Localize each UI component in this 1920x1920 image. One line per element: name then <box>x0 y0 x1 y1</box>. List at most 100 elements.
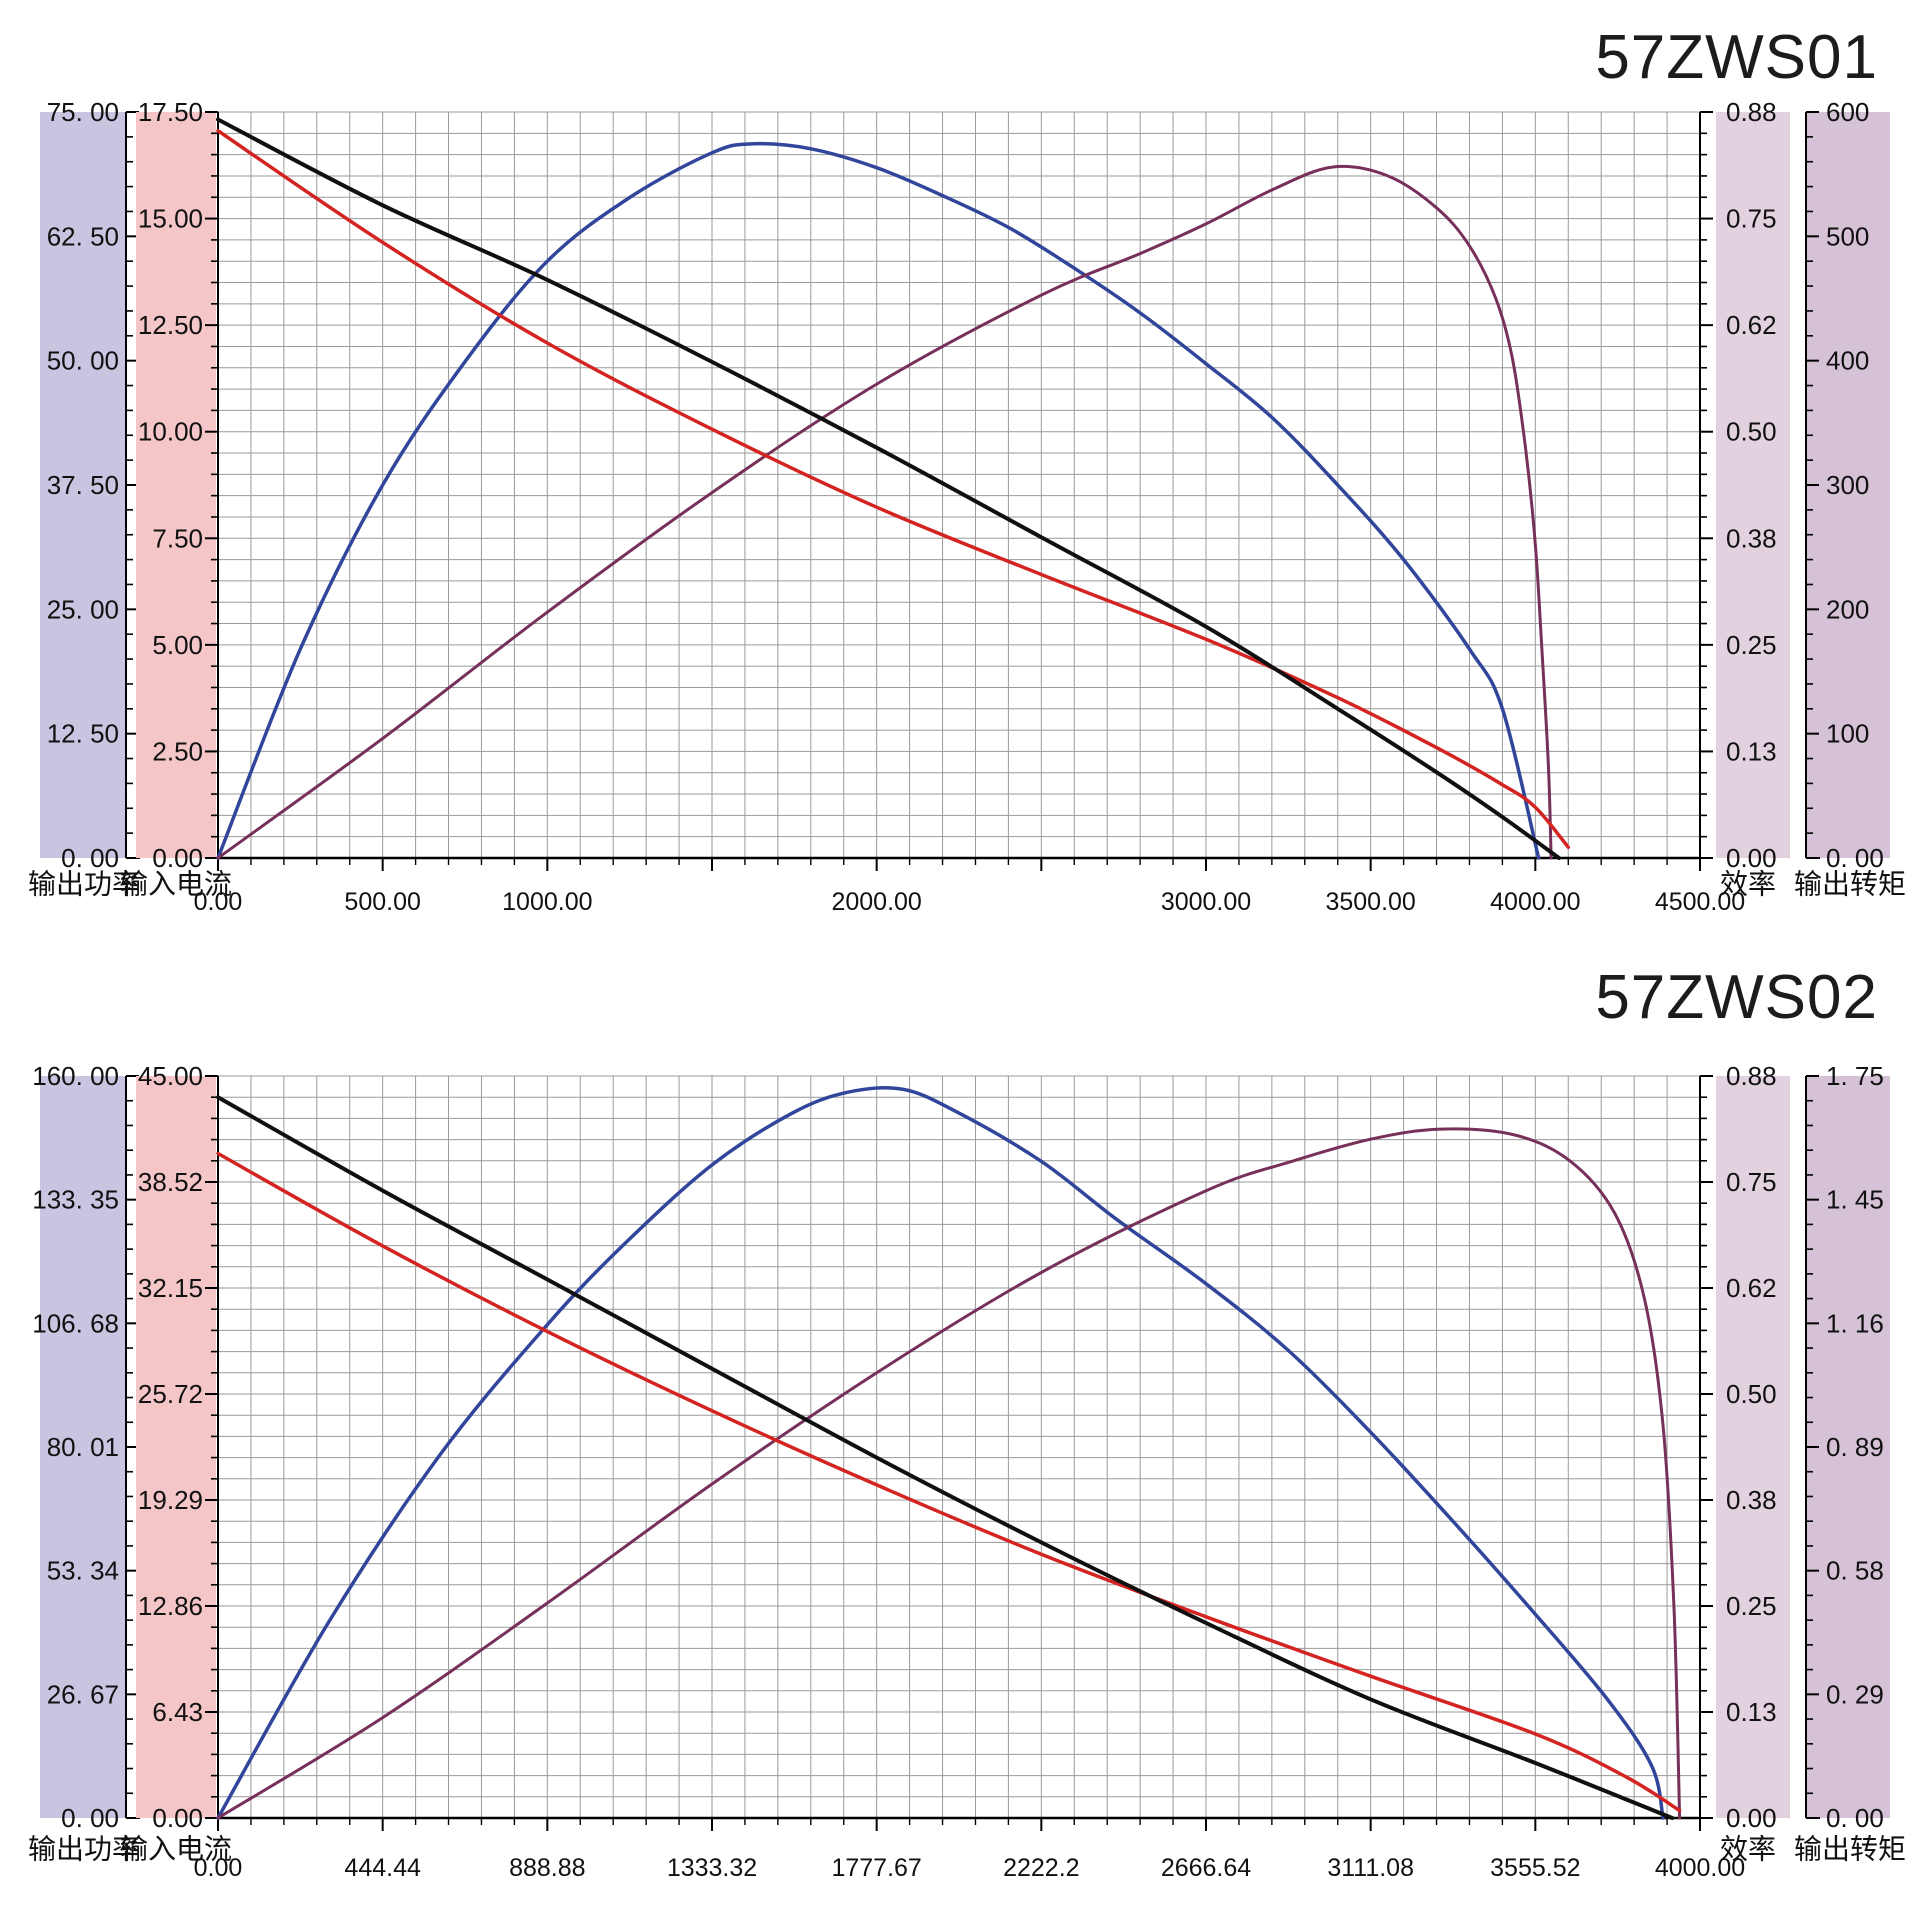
chart-57ZWS01: 75. 00 62. 50 50. 00 37. 50 25. 00 12. 50 0. 0… <box>28 97 1906 916</box>
left_outer-tick-label: 50. 00 <box>47 346 119 376</box>
left_outer-tick-label: 80. 01 <box>47 1432 119 1462</box>
left_inner-tick-label: 32.15 <box>138 1273 203 1303</box>
x-tick-label: 1000.00 <box>502 888 592 916</box>
left_inner-axis-title: 输入电流 <box>120 869 232 900</box>
right_outer-axis-title: 输出转矩 <box>1794 869 1906 900</box>
left_inner-tick-label: 38.52 <box>138 1167 203 1197</box>
curve-效率 <box>216 1127 1682 1820</box>
left_inner-tick-label: 19.29 <box>138 1485 203 1515</box>
right_inner-tick-label: 0.88 <box>1726 97 1777 127</box>
curve-输出功率 <box>216 141 1541 860</box>
x-tick-label: 2666.64 <box>1161 1854 1251 1882</box>
x-tick-label: 888.88 <box>509 1854 585 1882</box>
right_inner-tick-label: 0.62 <box>1726 310 1777 340</box>
left_outer-tick-label: 62. 50 <box>47 221 119 251</box>
curve-效率 <box>216 164 1553 860</box>
curve-输出转矩 <box>216 117 1561 860</box>
x-tick-label: 0.00 <box>194 888 243 916</box>
right_outer-tick-label: 0. 58 <box>1826 1556 1884 1586</box>
x-tick-label: 2222.2 <box>1003 1854 1079 1882</box>
left_inner-tick-label: 12.86 <box>138 1591 203 1621</box>
chart-57ZWS02: 160. 00 133. 35 106. 68 80. 01 53. 34 26. 67 0… <box>28 1061 1906 1882</box>
right_outer-tick-label: 400 <box>1826 346 1869 376</box>
left_outer-tick-label: 0. 00 <box>61 843 119 873</box>
right_inner-axis-strip <box>1716 112 1790 858</box>
right_inner-tick-label: 0.00 <box>1726 1803 1777 1833</box>
right_inner-tick-label: 0.75 <box>1726 1167 1777 1197</box>
right_outer-axis-title: 输出转矩 <box>1794 1834 1906 1865</box>
left_inner-axis-title: 输入电流 <box>120 1834 232 1865</box>
left_outer-tick-label: 106. 68 <box>32 1308 119 1338</box>
x-tick-label: 444.44 <box>344 1854 421 1882</box>
right_inner-tick-label: 0.25 <box>1726 630 1777 660</box>
left_outer-axis-title: 输出功率 <box>28 869 140 900</box>
left_outer-tick-label: 0. 00 <box>61 1803 119 1833</box>
right_outer-tick-label: 1. 75 <box>1826 1061 1884 1091</box>
left_outer-axis-strip <box>40 1076 126 1818</box>
x-tick-label: 0.00 <box>194 1854 243 1882</box>
curve-输出转矩 <box>216 1095 1675 1820</box>
right_inner-tick-label: 0.88 <box>1726 1061 1777 1091</box>
right_inner-tick-label: 0.75 <box>1726 204 1777 234</box>
right_inner-tick-label: 0.38 <box>1726 1485 1777 1515</box>
left_outer-tick-label: 160. 00 <box>32 1061 119 1091</box>
left_inner-axis-strip <box>136 112 216 858</box>
right_outer-tick-label: 500 <box>1826 221 1869 251</box>
right_outer-tick-label: 1. 16 <box>1826 1308 1884 1338</box>
right_inner-tick-label: 0.13 <box>1726 736 1777 766</box>
x-tick-label: 500.00 <box>344 888 420 916</box>
x-tick-label: 3555.52 <box>1490 1854 1580 1882</box>
left_inner-tick-label: 6.43 <box>152 1697 203 1727</box>
left_inner-tick-label: 15.00 <box>138 204 203 234</box>
left_outer-tick-label: 75. 00 <box>47 97 119 127</box>
x-tick-label: 2000.00 <box>831 888 921 916</box>
left_outer-tick-label: 133. 35 <box>32 1185 119 1215</box>
x-tick-label: 4000.00 <box>1655 1854 1745 1882</box>
right_outer-tick-label: 0. 89 <box>1826 1432 1884 1462</box>
left_inner-tick-label: 45.00 <box>138 1061 203 1091</box>
x-tick-label: 4000.00 <box>1490 888 1580 916</box>
x-tick-label: 1333.32 <box>667 1854 757 1882</box>
left_outer-tick-label: 25. 00 <box>47 594 119 624</box>
left_inner-tick-label: 17.50 <box>138 97 203 127</box>
right_inner-axis-title: 效率 <box>1720 869 1776 900</box>
grid <box>218 1075 1700 1818</box>
right_outer-tick-label: 200 <box>1826 594 1869 624</box>
left_outer-tick-label: 26. 67 <box>47 1679 119 1709</box>
left_outer-tick-label: 12. 50 <box>47 719 119 749</box>
left_inner-tick-label: 7.50 <box>152 523 203 553</box>
right_outer-tick-label: 300 <box>1826 470 1869 500</box>
chart2-title: 57ZWS02 <box>1595 963 1878 1032</box>
left_outer-axis-strip <box>40 112 126 858</box>
grid <box>218 111 1700 858</box>
left_inner-tick-label: 0.00 <box>152 843 203 873</box>
left_outer-tick-label: 53. 34 <box>47 1556 119 1586</box>
right_outer-tick-label: 0. 00 <box>1826 1803 1884 1833</box>
left_inner-tick-label: 2.50 <box>152 736 203 766</box>
right_outer-axis-strip <box>1806 1076 1890 1818</box>
right_inner-tick-label: 0.38 <box>1726 523 1777 553</box>
right_inner-tick-label: 0.00 <box>1726 843 1777 873</box>
x-tick-label: 3000.00 <box>1161 888 1251 916</box>
x-tick-label: 4500.00 <box>1655 888 1745 916</box>
right_outer-tick-label: 600 <box>1826 97 1869 127</box>
right_inner-tick-label: 0.50 <box>1726 1379 1777 1409</box>
right_inner-axis-strip <box>1716 1076 1790 1818</box>
right_inner-tick-label: 0.62 <box>1726 1273 1777 1303</box>
left_outer-tick-label: 37. 50 <box>47 470 119 500</box>
right_outer-axis-strip <box>1806 112 1890 858</box>
x-tick-label: 3500.00 <box>1325 888 1415 916</box>
chart1-title: 57ZWS01 <box>1595 23 1878 92</box>
left_inner-tick-label: 25.72 <box>138 1379 203 1409</box>
right_inner-tick-label: 0.50 <box>1726 417 1777 447</box>
left_inner-tick-label: 0.00 <box>152 1803 203 1833</box>
right_inner-axis-title: 效率 <box>1720 1834 1776 1865</box>
curve-输入电流 <box>216 129 1571 850</box>
left_inner-tick-label: 12.50 <box>138 310 203 340</box>
right_inner-tick-label: 0.25 <box>1726 1591 1777 1621</box>
curve-输出功率 <box>216 1086 1665 1820</box>
right_inner-tick-label: 0.13 <box>1726 1697 1777 1727</box>
left_inner-tick-label: 10.00 <box>138 417 203 447</box>
